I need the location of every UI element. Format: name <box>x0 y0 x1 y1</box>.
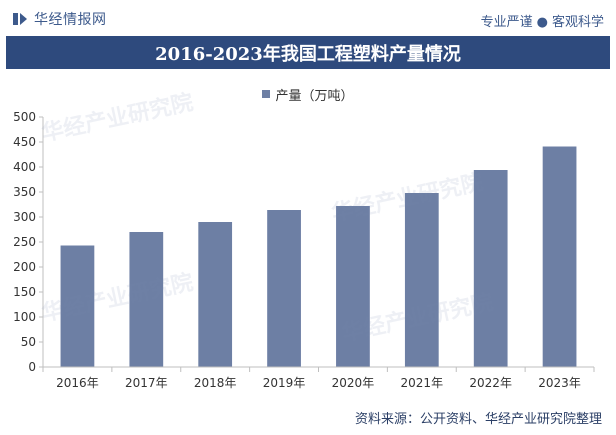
bar <box>404 193 439 367</box>
bar <box>473 170 508 367</box>
chart-title-bar: 2016-2023年我国工程塑料产量情况 <box>6 36 610 69</box>
x-tick-label: 2019年 <box>263 376 306 390</box>
bar <box>198 222 233 367</box>
logo[interactable]: 华经情报网 <box>12 9 107 29</box>
slogan: 专业严谨 ● 客观科学 <box>481 11 604 30</box>
logo-icon <box>13 13 27 25</box>
legend-swatch <box>262 90 271 98</box>
y-tick-label: 200 <box>13 260 36 274</box>
y-tick-label: 500 <box>13 110 36 124</box>
x-tick-label: 2023年 <box>538 376 581 390</box>
slogan-left: 专业严谨 <box>480 15 533 30</box>
top-bar: 华经情报网 专业严谨 ● 客观科学 <box>0 0 616 36</box>
source-note: 资料来源：公开资料、华经产业研究院整理 <box>354 412 602 427</box>
x-tick-label: 2018年 <box>194 376 237 390</box>
bar <box>60 245 95 367</box>
x-tick-label: 2020年 <box>332 376 375 390</box>
bar <box>129 232 164 367</box>
chart-legend: 产量（万吨） <box>0 85 616 104</box>
y-tick-label: 250 <box>13 235 36 249</box>
y-tick-label: 150 <box>13 285 36 299</box>
legend-label: 产量（万吨） <box>275 88 354 104</box>
slogan-right: 客观科学 <box>551 15 604 30</box>
x-tick-label: 2022年 <box>469 376 512 390</box>
y-tick-label: 0 <box>28 360 36 374</box>
bar <box>267 210 301 367</box>
x-tick-label: 2021年 <box>401 376 444 390</box>
logo-text: 华经情报网 <box>34 12 107 28</box>
footer: 资料来源：公开资料、华经产业研究院整理 <box>0 402 616 435</box>
y-tick-label: 300 <box>13 210 36 224</box>
bar <box>542 146 577 367</box>
y-tick-label: 100 <box>13 310 36 324</box>
y-tick-label: 350 <box>13 185 36 199</box>
slogan-separator: ● <box>536 15 548 30</box>
y-tick-label: 450 <box>13 135 36 149</box>
bar <box>336 206 370 367</box>
x-tick-label: 2017年 <box>125 376 168 390</box>
x-tick-label: 2016年 <box>56 376 99 390</box>
y-tick-label: 400 <box>13 160 36 174</box>
chart-title: 2016-2023年我国工程塑料产量情况 <box>155 43 461 65</box>
y-tick-label: 50 <box>21 335 36 349</box>
